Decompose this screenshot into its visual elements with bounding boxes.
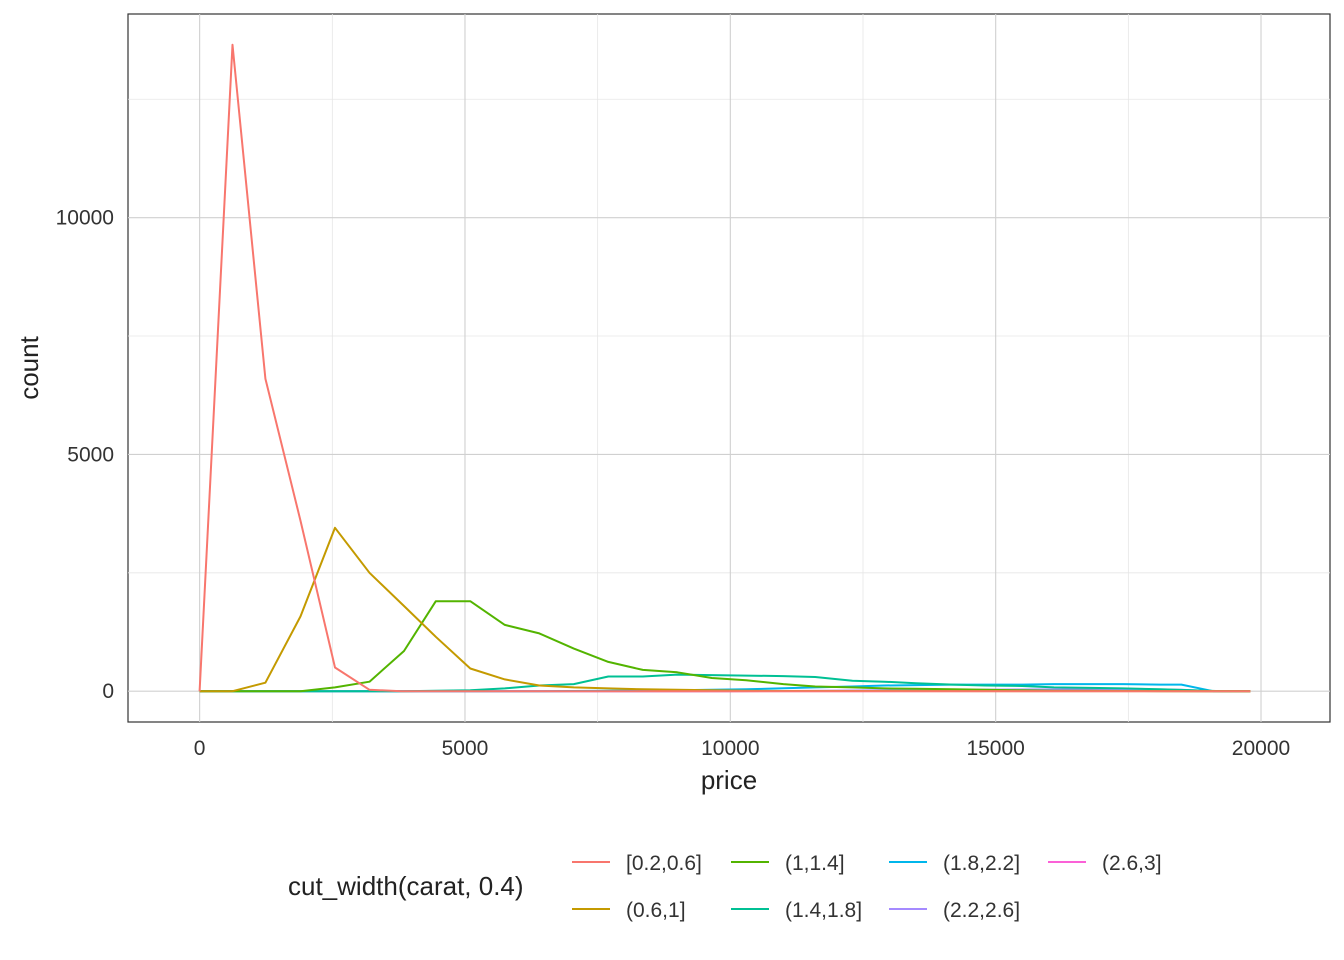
x-tick-label: 20000 bbox=[1232, 737, 1290, 760]
legend-label: (1.4,1.8] bbox=[785, 899, 862, 922]
series-line-1 bbox=[198, 43, 1251, 693]
x-tick-label: 10000 bbox=[701, 737, 759, 760]
y-tick-label: 10000 bbox=[56, 207, 114, 230]
legend-label: (1,1.4] bbox=[785, 852, 845, 875]
legend: cut_width(carat, 0.4) [0.2,0.6] (0.6,1] (1… bbox=[288, 852, 1162, 922]
x-tick-label: 15000 bbox=[966, 737, 1024, 760]
panel-border bbox=[127, 13, 1331, 723]
legend-title: cut_width(carat, 0.4) bbox=[288, 871, 524, 901]
legend-label: [0.2,0.6] bbox=[626, 852, 702, 875]
series-line-4 bbox=[199, 673, 1251, 693]
x-tick-label: 5000 bbox=[442, 737, 489, 760]
legend-items: [0.2,0.6] (0.6,1] (1,1.4] (1.4,1.8] (1.8,2.2… bbox=[572, 852, 1162, 922]
y-axis-ticks: 0 5000 10000 bbox=[56, 207, 114, 704]
y-tick-label: 0 bbox=[102, 680, 114, 703]
x-axis-ticks: 0 5000 10000 15000 20000 bbox=[194, 737, 1290, 760]
y-axis-title: count bbox=[14, 335, 44, 399]
series-lines bbox=[198, 43, 1251, 693]
y-tick-label: 5000 bbox=[67, 443, 114, 466]
legend-label: (2.2,2.6] bbox=[943, 899, 1020, 922]
x-axis-title: price bbox=[701, 765, 757, 795]
x-tick-label: 0 bbox=[194, 737, 206, 760]
legend-label: (1.8,2.2] bbox=[943, 852, 1020, 875]
legend-label: (0.6,1] bbox=[626, 899, 686, 922]
legend-label: (2.6,3] bbox=[1102, 852, 1162, 875]
